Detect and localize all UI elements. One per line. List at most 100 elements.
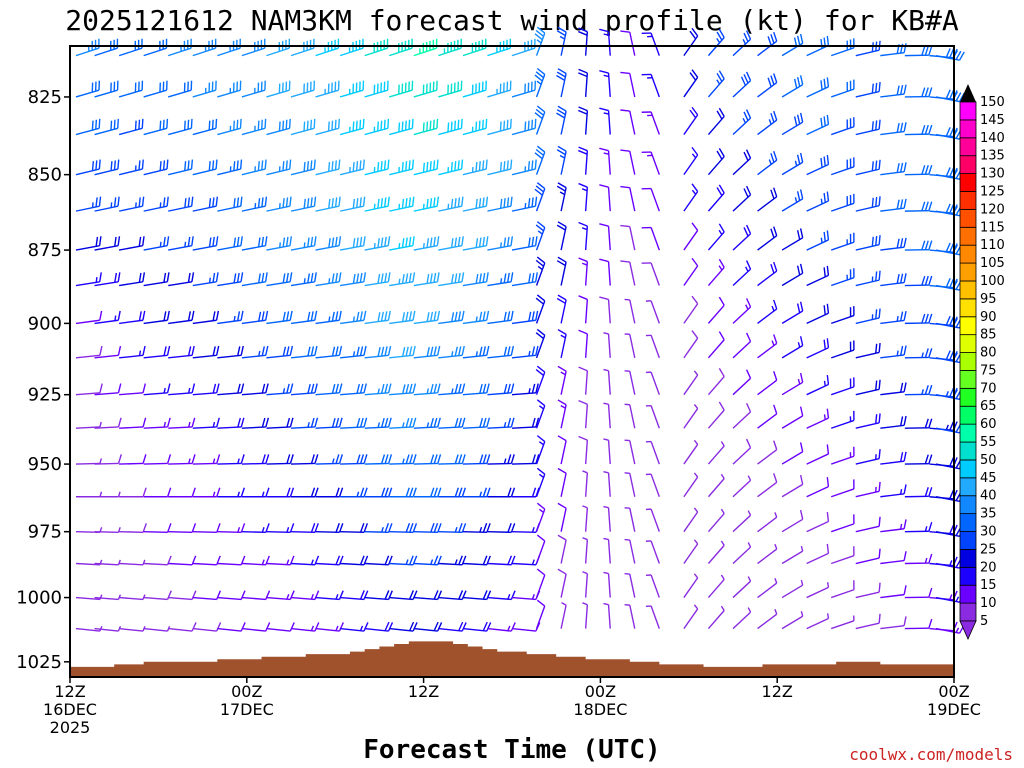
wind-barb	[557, 502, 567, 532]
wind-barb	[535, 568, 546, 598]
wind-barb	[806, 77, 830, 98]
wind-barb	[462, 196, 489, 212]
colorbar-cell	[959, 316, 977, 336]
wind-barb	[487, 310, 514, 325]
wind-barb	[118, 236, 145, 251]
wind-barb	[192, 38, 217, 57]
wind-barbs	[75, 26, 965, 634]
terrain-fill	[70, 641, 954, 677]
wind-barb	[487, 555, 516, 566]
wind-barb	[290, 345, 318, 359]
wind-barb	[582, 470, 589, 497]
wind-barb	[535, 256, 546, 286]
wind-barb	[192, 272, 219, 287]
wind-barb	[340, 454, 368, 465]
wind-barb	[578, 366, 589, 395]
wind-barb	[556, 256, 567, 286]
wind-barb	[389, 383, 417, 396]
wind-barb	[603, 332, 611, 358]
wind-barb	[880, 484, 907, 498]
wind-barb	[364, 621, 394, 632]
wind-barb	[118, 196, 145, 212]
wind-barb	[413, 487, 442, 498]
wind-barb	[241, 383, 269, 396]
wind-barb	[757, 226, 778, 251]
wind-barb	[641, 262, 660, 286]
wind-barb	[438, 345, 465, 359]
wind-barb	[119, 272, 146, 287]
wind-barb	[645, 300, 660, 324]
wind-barb	[364, 38, 389, 57]
colorbar-label: 95	[980, 292, 997, 307]
colorbar-cell	[959, 405, 977, 425]
wind-barb	[535, 399, 546, 429]
x-tick-label: 00Z	[585, 682, 616, 701]
colorbar-label: 115	[980, 220, 1005, 235]
wind-barb	[94, 491, 121, 498]
wind-barb	[315, 417, 343, 429]
y-tick-label: 1025	[16, 652, 62, 673]
wind-barb	[757, 150, 778, 176]
wind-barb	[315, 80, 340, 98]
wind-barb	[904, 618, 933, 630]
wind-barb	[192, 454, 221, 465]
colorbar-label: 125	[980, 184, 1005, 199]
wind-barb	[389, 487, 417, 498]
x-tick-label: 00Z	[231, 682, 262, 701]
wind-barb	[364, 159, 390, 176]
wind-barb	[557, 365, 567, 395]
wind-barb	[192, 345, 220, 359]
colorbar-cell	[959, 566, 977, 586]
wind-barb	[462, 417, 491, 429]
wind-barb	[599, 28, 611, 56]
wind-barb	[781, 545, 804, 565]
wind-barb	[855, 481, 881, 498]
wind-barb	[438, 80, 463, 98]
wind-barb	[389, 236, 415, 251]
wind-barb	[880, 519, 907, 533]
wind-barb	[290, 272, 317, 287]
wind-barb	[413, 196, 440, 212]
wind-barb	[339, 159, 365, 176]
y-tick-label: 850	[28, 165, 62, 186]
colorbar-cell	[959, 119, 977, 139]
wind-barb	[830, 268, 855, 287]
wind-barb	[578, 182, 589, 212]
wind-barb	[830, 546, 855, 565]
wind-barb	[534, 145, 546, 175]
wind-barb	[855, 159, 881, 176]
wind-barb	[855, 308, 881, 325]
wind-barb	[143, 118, 169, 136]
wind-barb	[757, 371, 778, 396]
wind-barb	[217, 622, 246, 632]
wind-barb	[904, 553, 933, 565]
wind-barb	[707, 70, 725, 98]
wind-barb	[535, 221, 546, 251]
wind-barb	[641, 151, 660, 175]
wind-barb	[389, 80, 414, 98]
wind-barb	[603, 402, 611, 429]
y-tick-label: 975	[28, 522, 62, 543]
wind-barb	[487, 345, 515, 359]
wind-barb	[143, 310, 170, 325]
colorbar-cell	[959, 262, 977, 282]
wind-barb	[645, 334, 660, 359]
colorbar-cell	[959, 602, 977, 622]
y-tick-label: 900	[28, 313, 62, 334]
wind-barb	[75, 310, 103, 325]
colorbar-cell	[959, 208, 977, 228]
wind-barb	[217, 38, 241, 57]
wind-barb	[290, 523, 319, 534]
wind-barb	[578, 221, 589, 251]
wind-barb	[438, 590, 467, 601]
wind-barb	[929, 242, 958, 253]
wind-barb	[438, 555, 467, 566]
wind-barb	[143, 383, 171, 396]
wind-barb	[620, 149, 636, 175]
wind-barb	[757, 577, 778, 599]
wind-barb	[578, 435, 589, 465]
wind-barb	[855, 413, 881, 429]
wind-barb	[290, 80, 316, 98]
wind-barb	[603, 438, 611, 465]
wind-barb	[340, 622, 369, 632]
